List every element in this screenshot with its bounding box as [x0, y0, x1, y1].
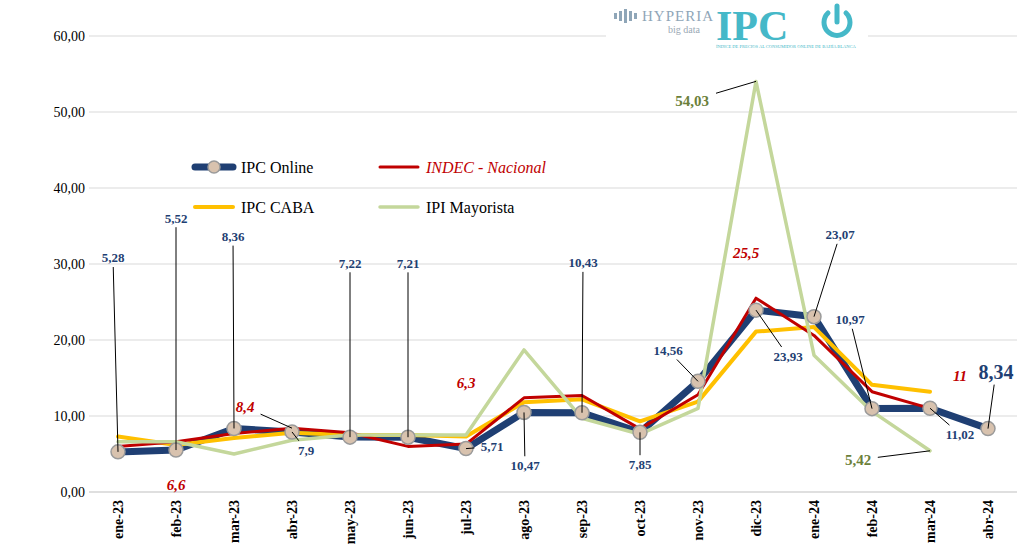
data-label: 10,43 — [568, 255, 598, 270]
leader-line — [677, 359, 698, 381]
logo-name: IPC — [716, 3, 788, 49]
data-label: 6,3 — [457, 375, 476, 391]
leader-line — [466, 447, 474, 449]
logo-tagline: ÍNDICE DE PRECIOS AL CONSUMIDOR ONLINE D… — [716, 44, 857, 49]
leader-line — [524, 412, 526, 456]
data-label: 8,4 — [236, 399, 255, 415]
data-label: 11 — [953, 368, 967, 384]
series-line — [118, 310, 988, 452]
x-tick-label: feb-24 — [865, 500, 880, 537]
data-label: 54,03 — [675, 93, 709, 109]
plot-area — [111, 81, 995, 458]
y-tick-label: 20,00 — [54, 333, 86, 348]
background — [0, 0, 1024, 556]
leader-line — [878, 451, 930, 458]
grid-line — [89, 112, 1017, 113]
x-tick-label: mar-23 — [227, 500, 242, 543]
x-tick-label: feb-23 — [169, 500, 184, 537]
grid-line — [89, 340, 1017, 341]
leader-line — [292, 432, 299, 441]
leader-line — [814, 244, 837, 317]
x-tick-label: nov-23 — [691, 500, 706, 540]
y-tick-label: 0,00 — [61, 485, 86, 500]
legend-swatch — [195, 205, 233, 209]
data-label: 7,85 — [629, 457, 652, 472]
data-label: 14,56 — [653, 343, 683, 358]
x-tick-label: jul-23 — [459, 500, 474, 536]
logo-brand-sub: big data — [668, 24, 700, 35]
leader-line — [756, 310, 782, 347]
x-tick-label: mar-24 — [923, 500, 938, 543]
leader-line — [350, 272, 351, 437]
leader-line — [176, 227, 177, 450]
legend-label: INDEC - Nacional — [425, 159, 547, 176]
grid-line — [89, 36, 1017, 37]
legend-label: IPC Online — [241, 159, 313, 176]
legend-swatch — [380, 205, 418, 209]
x-tick-label: ene-23 — [111, 500, 126, 539]
data-label: 5,52 — [165, 211, 188, 226]
grid-line — [89, 264, 1017, 265]
leader-line — [233, 246, 235, 429]
legend-label: IPI Mayorista — [426, 199, 514, 217]
x-axis — [89, 492, 1017, 493]
x-tick-label: ago-23 — [517, 500, 532, 540]
data-label: 10,97 — [835, 312, 865, 327]
data-label: 7,22 — [339, 256, 362, 271]
logo-icon — [629, 11, 632, 21]
logo-icon — [619, 11, 622, 21]
x-tick-label: oct-23 — [633, 500, 648, 537]
data-label: 23,93 — [773, 349, 803, 364]
data-label: 5,28 — [102, 250, 125, 265]
data-label: 7,9 — [298, 443, 315, 458]
y-tick-label: 40,00 — [54, 181, 86, 196]
leader-line — [582, 272, 584, 413]
logo-icon — [634, 13, 637, 19]
y-tick-label: 30,00 — [54, 257, 86, 272]
logo-bg — [606, 0, 868, 52]
chart: 0,00 10,00 20,00 30,00 40,00 50,00 60,00 ene-23… — [0, 0, 1024, 556]
grid-line — [89, 188, 1017, 189]
data-label: 23,07 — [825, 227, 855, 242]
data-label: 7,21 — [397, 256, 420, 271]
x-tick-label: abr-23 — [285, 500, 300, 539]
leader-line — [113, 267, 118, 452]
legend-swatch — [380, 166, 418, 169]
legend-marker — [208, 161, 220, 173]
data-label: 25,5 — [732, 245, 760, 261]
data-label: 6,6 — [167, 477, 186, 493]
leader-line — [640, 432, 641, 455]
data-label: 10,47 — [510, 458, 540, 473]
x-tick-label: ene-24 — [807, 500, 822, 539]
legend: IPC Online INDEC - Nacional IPC CABA IPI Ma… — [195, 159, 547, 217]
x-tick-label: dic-23 — [749, 500, 764, 537]
y-tick-label: 10,00 — [54, 409, 86, 424]
leader-line — [988, 385, 994, 429]
legend-label: IPC CABA — [241, 199, 315, 216]
y-tick-label: 60,00 — [54, 29, 86, 44]
data-label: 5,71 — [481, 439, 504, 454]
logo-power-icon — [835, 6, 840, 22]
data-label: 5,42 — [845, 452, 871, 468]
data-label: 11,02 — [946, 427, 975, 442]
x-tick-label: may-23 — [343, 500, 358, 544]
logo: HYPERIAbig data IPCÍNDICE DE PRECIOS AL C… — [606, 0, 868, 52]
y-tick-label: 50,00 — [54, 105, 86, 120]
logo-icon — [614, 13, 617, 19]
logo-icon — [624, 9, 627, 23]
leader-line — [930, 408, 949, 425]
logo-brand: HYPERIA — [642, 8, 714, 24]
leader-line — [261, 414, 292, 428]
data-label: 8,34 — [979, 361, 1014, 383]
leader-line — [408, 272, 409, 437]
series-line — [118, 81, 930, 454]
data-label: 8,36 — [222, 229, 245, 244]
x-tick-label: abr-24 — [981, 500, 996, 539]
x-tick-label: sep-23 — [575, 500, 590, 538]
leader-line — [716, 81, 756, 93]
leader-line — [852, 329, 872, 409]
x-tick-label: jun-23 — [401, 500, 416, 540]
